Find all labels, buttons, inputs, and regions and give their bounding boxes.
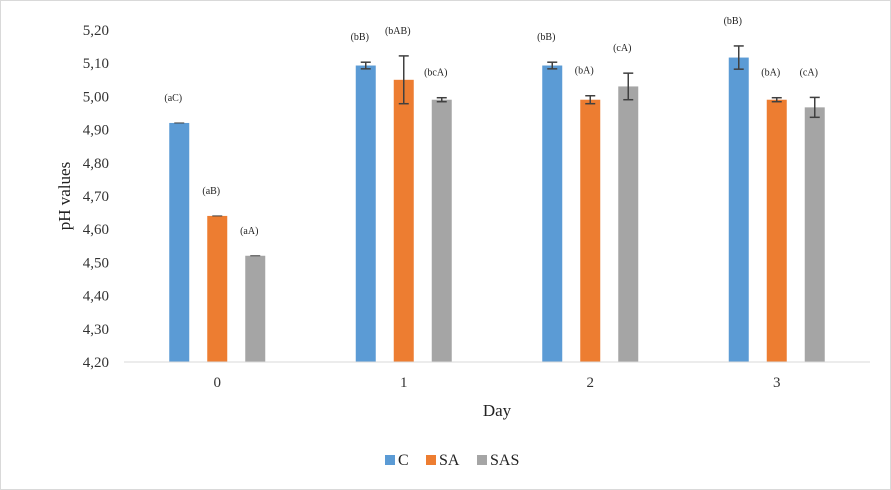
bar-sa xyxy=(207,215,228,362)
x-tick-label: 2 xyxy=(587,375,595,391)
x-tick-label: 0 xyxy=(214,375,222,391)
bar-sas xyxy=(431,99,452,362)
y-tick-label: 4,80 xyxy=(83,156,109,172)
y-axis-title: pH values xyxy=(55,162,74,230)
data-label: (bB) xyxy=(537,32,555,43)
y-tick-label: 4,30 xyxy=(83,322,109,338)
y-tick-label: 4,60 xyxy=(83,222,109,238)
data-label: (bAB) xyxy=(385,26,411,37)
y-tick-label: 5,10 xyxy=(83,56,109,72)
legend-label: C xyxy=(398,452,409,469)
y-tick-label: 4,90 xyxy=(83,123,109,139)
legend: C SA SAS xyxy=(385,452,519,469)
data-label: (bA) xyxy=(761,68,780,79)
data-label: (aB) xyxy=(202,186,220,197)
bar-sas xyxy=(618,86,639,362)
y-tick-label: 4,50 xyxy=(83,255,109,271)
plot-area: (aC) (aB) (aA) (bB) (bAB) (bcA) (bB) (bA) (cA) (b… xyxy=(164,16,825,363)
bar-sa xyxy=(766,99,787,362)
data-label: (aC) xyxy=(164,93,182,104)
y-tick-label: 5,00 xyxy=(83,89,109,105)
data-label: (cA) xyxy=(800,67,818,78)
x-axis: 0 1 2 3 xyxy=(214,375,781,391)
legend-label: SA xyxy=(439,452,460,469)
bar-sas xyxy=(245,255,266,362)
data-label: (aA) xyxy=(240,226,258,237)
data-label: (cA) xyxy=(613,43,631,54)
legend-label: SAS xyxy=(490,452,519,469)
y-tick-label: 5,20 xyxy=(83,23,109,39)
bar-c xyxy=(728,57,749,362)
bar-c xyxy=(169,122,190,363)
legend-swatch-sa xyxy=(426,455,436,465)
data-label: (bA) xyxy=(575,66,594,77)
bar-c xyxy=(355,65,376,363)
x-tick-label: 1 xyxy=(400,375,408,391)
y-tick-label: 4,40 xyxy=(83,289,109,305)
data-label: (bcA) xyxy=(424,68,447,79)
y-axis: 4,20 4,30 4,40 4,50 4,60 4,70 4,80 4,90 5,00 5,10… xyxy=(83,23,109,371)
data-label: (bB) xyxy=(351,32,369,43)
x-tick-label: 3 xyxy=(773,375,781,391)
bar-sa xyxy=(393,79,414,363)
y-tick-label: 4,70 xyxy=(83,189,109,205)
bar-sas xyxy=(804,107,825,362)
y-tick-label: 4,20 xyxy=(83,355,109,371)
bar-c xyxy=(542,65,563,363)
data-label: (bB) xyxy=(724,16,742,27)
legend-swatch-sas xyxy=(477,455,487,465)
bar-sa xyxy=(580,99,601,362)
x-axis-title: Day xyxy=(483,401,512,420)
legend-swatch-c xyxy=(385,455,395,465)
